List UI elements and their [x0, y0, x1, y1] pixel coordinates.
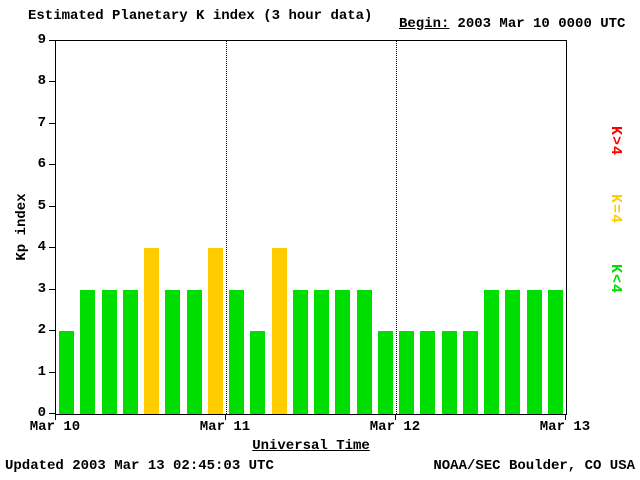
y-tick-mark: [49, 413, 55, 414]
kp-bar: [271, 248, 287, 414]
y-tick-label: 9: [37, 32, 46, 48]
y-tick-label: 3: [37, 280, 46, 297]
y-tick-label: 6: [37, 156, 46, 173]
kp-bar: [292, 289, 308, 414]
y-tick-label: 0: [37, 405, 46, 421]
x-tick-label: Mar 12: [369, 419, 421, 435]
legend-k-lt-4: K<4: [607, 264, 624, 295]
y-tick-label: 8: [37, 73, 46, 90]
x-tick-label: Mar 13: [539, 419, 591, 435]
y-tick-mark: [49, 371, 55, 373]
legend-k-gt-4: K>4: [607, 126, 624, 157]
legend-k-eq-4: K=4: [607, 194, 624, 225]
source-credit: NOAA/SEC Boulder, CO USA: [433, 458, 635, 474]
x-axis-label: Universal Time: [252, 438, 370, 454]
y-tick-mark: [49, 40, 55, 41]
kp-bar: [420, 331, 436, 414]
kp-bar: [229, 289, 245, 414]
x-tick-label: Mar 11: [199, 419, 251, 435]
y-tick-mark: [49, 122, 55, 124]
kp-bar: [335, 289, 351, 414]
chart-title: Estimated Planetary K index (3 hour data…: [28, 8, 373, 24]
y-tick-mark: [49, 164, 55, 166]
kp-bar: [122, 289, 138, 414]
x-tick-mark: [225, 415, 226, 420]
kp-bar: [59, 331, 75, 414]
kp-bar: [165, 289, 181, 414]
begin-time: Begin: 2003 Mar 10 0000 UTC: [399, 16, 625, 32]
x-tick-mark: [565, 415, 566, 420]
kp-bar: [526, 289, 542, 414]
kp-bar: [484, 289, 500, 414]
y-tick-label: 1: [37, 363, 46, 380]
kp-bar: [547, 289, 563, 414]
kp-bar: [80, 289, 96, 414]
y-tick-mark: [49, 205, 55, 207]
kp-bar: [186, 289, 202, 414]
kp-bar: [462, 331, 478, 414]
y-axis-label: Kp index: [14, 193, 30, 261]
begin-label: Begin:: [399, 16, 450, 32]
kp-bar: [314, 289, 330, 414]
y-tick-mark: [49, 247, 55, 249]
y-tick-mark: [49, 330, 55, 332]
y-tick-label: 5: [37, 197, 46, 214]
y-tick-label: 4: [37, 239, 46, 256]
y-tick-label: 7: [37, 114, 46, 131]
kp-bar: [399, 331, 415, 414]
kp-bar: [356, 289, 372, 414]
y-tick-label: 2: [37, 322, 46, 339]
kp-bar: [377, 331, 393, 414]
x-tick-label: Mar 10: [29, 419, 81, 435]
y-tick-mark: [49, 288, 55, 290]
kp-bar: [144, 248, 160, 414]
kp-bar: [101, 289, 117, 414]
updated-timestamp: Updated 2003 Mar 13 02:45:03 UTC: [5, 458, 274, 474]
kp-bar: [250, 331, 266, 414]
day-divider-line: [226, 41, 227, 414]
y-tick-mark: [49, 81, 55, 83]
begin-value: 2003 Mar 10 0000 UTC: [457, 16, 626, 32]
kp-bar: [207, 248, 223, 414]
plot-area: [55, 40, 567, 415]
x-tick-mark: [395, 415, 396, 420]
x-tick-mark: [55, 415, 56, 420]
kp-bar: [505, 289, 521, 414]
day-divider-line: [396, 41, 397, 414]
kp-bar: [441, 331, 457, 414]
